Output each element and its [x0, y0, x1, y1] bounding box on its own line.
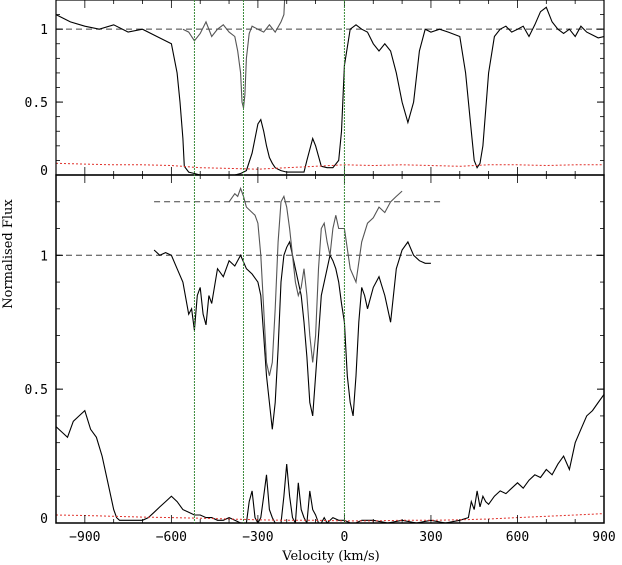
x-tick-label: −300 — [242, 530, 273, 545]
bottom-series-spectrum-a — [153, 240, 431, 430]
bottom-series-spectrum-c — [56, 394, 604, 523]
y-axis-label: Normalised Flux — [1, 199, 16, 309]
top-y-tick-label: 0.5 — [25, 96, 48, 111]
x-tick-label: 0 — [341, 530, 349, 545]
x-tick-label: −900 — [69, 530, 100, 545]
top-frame — [55, 0, 605, 176]
bottom-panel: 00.51 — [25, 174, 605, 527]
top-panel: 00.51 — [25, 0, 605, 179]
bottom-y-tick-label: 0.5 — [25, 383, 48, 398]
top-plot-area — [56, 0, 604, 175]
top-series-spectrum-b — [182, 0, 286, 109]
x-tick-label: 900 — [592, 530, 615, 545]
bottom-series-spectrum-b — [228, 186, 403, 376]
x-tick-label: 600 — [506, 530, 529, 545]
x-tick-label: −600 — [156, 530, 187, 545]
bottom-series-error — [56, 513, 604, 522]
bottom-y-tick-label: 1 — [40, 249, 48, 264]
top-y-tick-label: 1 — [40, 23, 48, 38]
x-tick-label: 300 — [419, 530, 442, 545]
bottom-plot-area — [56, 186, 604, 523]
x-axis-label: Velocity (km/s) — [281, 549, 379, 564]
bottom-frame — [55, 174, 605, 524]
top-series-error — [56, 162, 604, 170]
top-y-tick-label: 0 — [40, 164, 48, 179]
x-axis-tick-labels: −900 −600 −300 0 300 600 900 — [69, 530, 616, 545]
bottom-y-tick-label: 0 — [40, 512, 48, 527]
top-series-spectrum-a — [56, 6, 604, 175]
reference-lines — [193, 0, 345, 523]
